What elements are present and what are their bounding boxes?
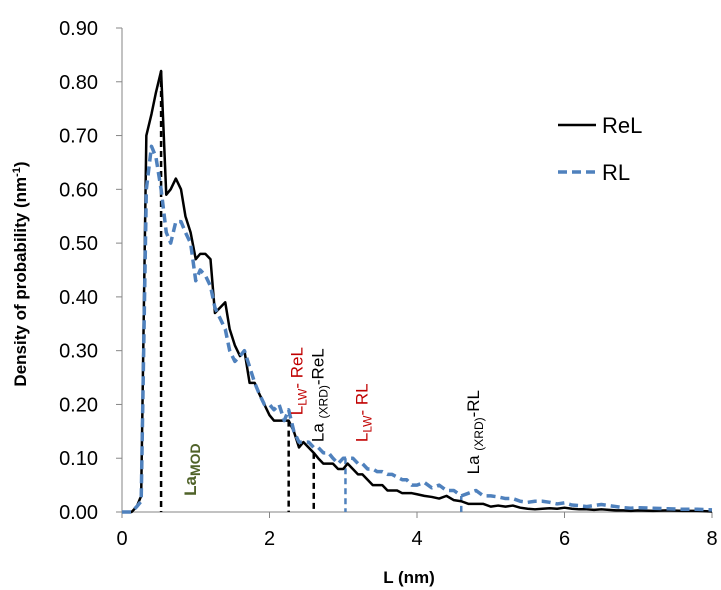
series-line-rl	[122, 144, 713, 514]
y-tick-label: 0.20	[59, 394, 98, 416]
annotation-suffix: -RL	[464, 390, 483, 417]
legend-label-rl: RL	[602, 160, 630, 185]
y-axis-title-sup: -1	[11, 167, 23, 177]
x-tick-label: 0	[116, 528, 127, 550]
annotation-sub: (XRD)	[472, 417, 486, 450]
y-tick-label: 0.00	[59, 502, 98, 524]
x-tick-label: 2	[264, 528, 275, 550]
annotation-sub: (XRD)	[316, 385, 330, 418]
series-line-rel	[122, 69, 713, 514]
y-tick-label: 0.90	[59, 18, 98, 40]
annotation-main: La	[181, 475, 200, 495]
marker-lines	[159, 71, 463, 512]
annotation-main: L	[288, 406, 307, 415]
annotation-la-xrd-rl: La (XRD)-RL	[464, 390, 486, 474]
annotation-main: La	[308, 418, 327, 442]
x-tick-label: 4	[411, 528, 422, 550]
annotation-sub: LW	[296, 388, 310, 406]
annotation-suffix: - ReL	[288, 347, 307, 389]
annotation-main: La	[464, 451, 483, 475]
y-tick-label: 0.10	[59, 448, 98, 470]
y-axis-title-close: )	[11, 161, 30, 167]
y-axis-title-main: Density of probability (nm	[11, 177, 30, 387]
x-tick-label: 6	[559, 528, 570, 550]
y-axis-title: Density of probability (nm-1)	[11, 161, 30, 386]
annotation-la-xrd-rel: La (XRD)-ReL	[308, 348, 330, 442]
x-axis-title: L (nm)	[383, 568, 435, 587]
y-tick-label: 0.50	[59, 233, 98, 255]
annotation-suffix: - RL	[353, 383, 372, 415]
y-tick-label: 0.40	[59, 287, 98, 309]
annotation-llw-rel: LLW- ReL	[288, 347, 310, 415]
y-tick-label: 0.60	[59, 179, 98, 201]
annotation-suffix: -ReL	[308, 348, 327, 385]
y-tick-label: 0.30	[59, 341, 98, 363]
legend-label-rel: ReL	[602, 113, 642, 138]
annotation-llw-rl: LLW- RL	[353, 383, 375, 442]
annotation-sub: MOD	[187, 443, 203, 476]
legend: ReL RL	[558, 113, 642, 185]
annotation-lamod: LaMOD	[181, 443, 203, 496]
y-tick-label: 0.70	[59, 126, 98, 148]
annotation-sub: LW	[361, 415, 375, 433]
x-tick-label: 8	[706, 528, 717, 550]
series-lines	[122, 69, 713, 514]
axes: 0.00 0.10 0.20 0.30 0.40 0.50 0.60 0.70 0.80 0.90…	[11, 18, 718, 587]
annotation-main: L	[353, 433, 372, 442]
y-tick-label: 0.80	[59, 72, 98, 94]
